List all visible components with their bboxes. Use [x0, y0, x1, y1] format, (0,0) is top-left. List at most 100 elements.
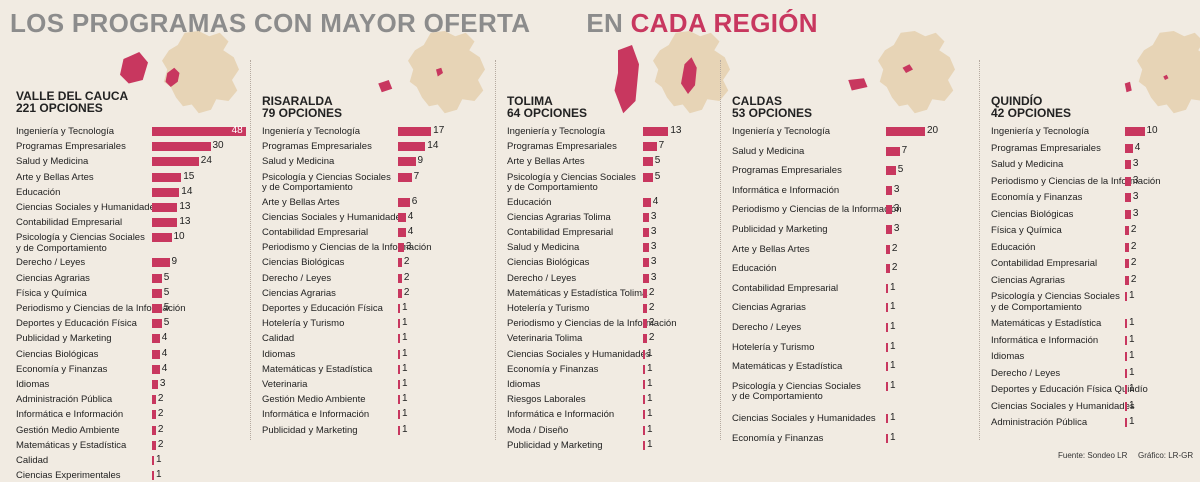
panel-divider: [250, 60, 251, 440]
bar-value: 6: [411, 195, 418, 207]
bar: [643, 425, 645, 435]
bar-value: 48: [231, 125, 243, 136]
bar: [152, 440, 156, 450]
bar-label: Programas Empresariales: [16, 141, 126, 153]
bar-value: 10: [1146, 125, 1158, 136]
title-part3: CADA REGIÓN: [630, 8, 818, 38]
bar-value: 14: [427, 140, 439, 152]
region-map-icon: [1124, 30, 1200, 114]
bar: [398, 364, 400, 374]
bar-label: Informática e Información: [991, 334, 1099, 346]
bar-value: 7: [413, 170, 420, 182]
bar: [152, 456, 154, 466]
bar: [1125, 401, 1127, 411]
country-map-shape: [162, 31, 239, 114]
bar-label: Arte y Bellas Artes: [16, 171, 94, 183]
bar: [152, 157, 199, 167]
bar-value: 5: [654, 170, 661, 182]
bar-value: 2: [1130, 257, 1137, 268]
bar: [643, 273, 649, 283]
bar-label: Periodismo y Ciencias de la Información: [991, 175, 1161, 187]
bar-value: 13: [179, 201, 191, 212]
bar-label: Deportes y Educación Física: [262, 303, 383, 315]
bar-value: 14: [181, 185, 193, 197]
bar: [1125, 193, 1131, 202]
region-name: VALLE DEL CAUCA: [16, 89, 129, 103]
bar-value: 1: [647, 347, 653, 359]
bar-label: Moda / Diseño: [507, 424, 569, 436]
bar-value: 3: [650, 256, 657, 268]
region-total: 221 OPCIONES: [16, 101, 103, 115]
region-name: TOLIMA: [507, 94, 553, 108]
bar-label: Publicidad y Marketing: [507, 439, 603, 451]
bar-value: 2: [1130, 273, 1137, 285]
bar-label: Arte y Bellas Artes: [732, 243, 810, 255]
bar-label: Idiomas: [262, 348, 296, 360]
bar-label: Ciencias Biológicas: [991, 208, 1074, 220]
bar: [152, 218, 178, 228]
bar-label: Informática e Información: [507, 409, 615, 421]
bar-label: Contabilidad Empresarial: [732, 282, 839, 294]
bar: [643, 440, 645, 450]
bar-label: Veterinaria Tolima: [507, 333, 583, 345]
bar-value: 4: [161, 362, 168, 374]
bar: [398, 319, 400, 329]
bar: [398, 288, 402, 298]
bar: [643, 243, 649, 253]
bar-value: 3: [1132, 158, 1139, 169]
bar-label: Ingeniería y Tecnología: [262, 126, 361, 137]
bar-value: 13: [670, 125, 682, 136]
bar-value: 4: [652, 195, 659, 207]
bar: [398, 395, 400, 405]
bar-value: 3: [405, 241, 412, 253]
bar-value: 1: [890, 379, 896, 391]
bar-label: Gestión Medio Ambiente: [16, 424, 120, 436]
bar-value: 1: [402, 302, 408, 314]
bar-value: 5: [163, 302, 170, 314]
bar-value: 1: [647, 423, 653, 435]
bar-value: 1: [647, 362, 653, 374]
bar-value: 1: [1129, 333, 1135, 345]
bar: [643, 380, 645, 390]
bar-value: 7: [901, 144, 908, 156]
bar: [1125, 143, 1133, 153]
bar: [1125, 335, 1127, 345]
bar: [1125, 319, 1127, 329]
region-panel-1: RISARALDA 79 OPCIONES Ingeniería y Tecnolo…: [262, 0, 492, 466]
bar: [886, 146, 900, 156]
bar-label: Psicología y Ciencias Sociales y de Compo…: [732, 380, 861, 403]
bar-value: 30: [212, 140, 224, 152]
bar: [398, 349, 400, 359]
bar-label: Física y Química: [16, 287, 87, 299]
bar-value: 2: [1130, 240, 1137, 252]
bar: [1125, 242, 1129, 252]
bar-value: 4: [407, 226, 414, 238]
bar-label: Ciencias Sociales y Humanidades: [507, 348, 651, 360]
bar-label: Matemáticas y Estadística: [991, 318, 1102, 330]
bar: [886, 205, 892, 215]
panel-divider: [495, 60, 496, 440]
department-shape: [378, 80, 393, 93]
footer-source: Fuente: Sondeo LR: [1058, 451, 1128, 460]
bar-label: Deportes y Educación Física Quindío: [991, 384, 1148, 396]
bar-label: Derecho / Leyes: [732, 322, 802, 333]
bar: [152, 273, 162, 283]
bar-label: Calidad: [262, 333, 295, 345]
country-map-shape: [878, 31, 955, 114]
bar-label: Educación: [732, 263, 777, 275]
bar-label: Contabilidad Empresarial: [262, 227, 369, 239]
bar-label: Idiomas: [991, 351, 1025, 363]
bar-value: 24: [200, 155, 212, 167]
bar-value: 3: [1132, 174, 1139, 186]
bar-label: Psicología y Ciencias Sociales y de Compo…: [507, 171, 636, 194]
bar-value: 2: [403, 271, 410, 283]
chart-title: LOS PROGRAMAS CON MAYOR OFERTA EN CADA RE…: [10, 8, 818, 39]
bar: [152, 410, 156, 420]
bar-value: 7: [658, 140, 665, 152]
bar-value: 3: [650, 210, 657, 222]
bar-value: 20: [927, 125, 939, 136]
bar-label: Arte y Bellas Artes: [507, 156, 585, 168]
bar: [886, 264, 890, 274]
department-shape: [614, 45, 639, 114]
bar-value: 17: [433, 125, 445, 136]
